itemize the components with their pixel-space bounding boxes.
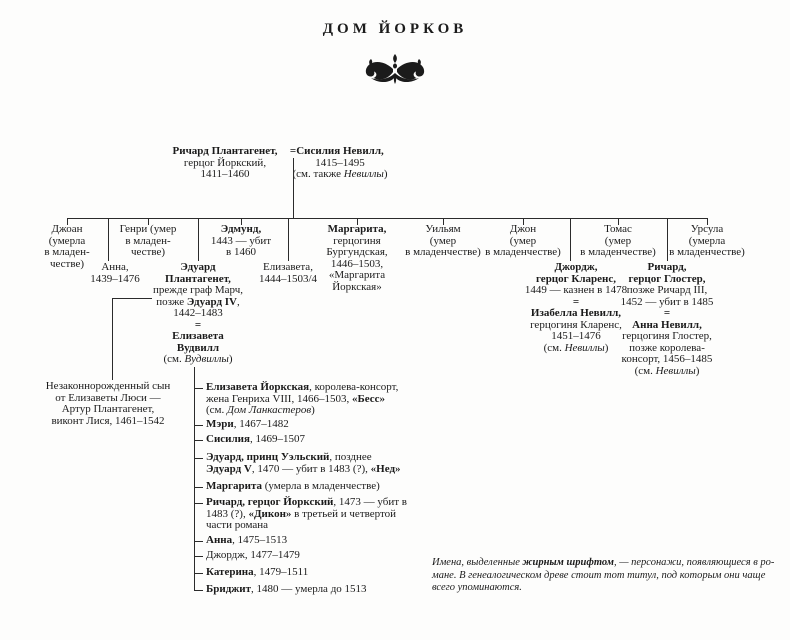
connector-tick bbox=[443, 218, 444, 225]
connector-tick bbox=[67, 218, 68, 225]
connector-tick bbox=[148, 218, 149, 225]
connector-list-tick bbox=[194, 440, 203, 441]
connector-list-tick bbox=[194, 503, 203, 504]
footnote: Имена, выделенные жирным шрифтом, — перс… bbox=[432, 557, 775, 593]
connector-drop bbox=[108, 218, 109, 261]
list-item-cecily: Сисилия, 1469–1507 bbox=[206, 433, 305, 445]
connector-tick bbox=[618, 218, 619, 225]
connector-list-tick bbox=[194, 425, 203, 426]
list-item-katherine: Катерина, 1479–1511 bbox=[206, 566, 309, 578]
list-item-mary: Мэри, 1467–1482 bbox=[206, 418, 289, 430]
connector-list-tick bbox=[194, 556, 203, 557]
page-title: ДОМ ЙОРКОВ bbox=[322, 21, 468, 37]
node-joan: Джоан (умерла в младен-честве) bbox=[44, 223, 90, 270]
node-arthur-plantagenet: Незаконнорожденный сын от Елизаветы Люси … bbox=[45, 380, 171, 427]
fleuron-ornament-icon bbox=[353, 53, 437, 92]
connector-elbow-vertical bbox=[112, 298, 113, 380]
connector-parents-drop bbox=[293, 158, 294, 218]
marriage-equals-sign: = bbox=[289, 145, 297, 157]
connector-drop bbox=[198, 218, 199, 261]
node-richard-gloucester-anne-neville: Ричард, герцог Глостер, позже Ричард III, 1… bbox=[620, 261, 714, 377]
node-margaret-of-burgundy: Маргарита, герцогиня Бургундская, 1446–1503… bbox=[326, 223, 388, 293]
connector-list-spine bbox=[194, 367, 195, 591]
list-item-edward-v: Эдуард, принц Уэльский, позднее Эдуард V,… bbox=[206, 451, 401, 475]
connector-list-tick bbox=[194, 487, 203, 488]
node-henry: Генри (умер в младен-честве) bbox=[119, 223, 177, 258]
node-cecily-neville: Сисилия Невилл, 1415–1495 (см. также Невил… bbox=[292, 145, 388, 180]
connector-elbow-horizontal bbox=[112, 298, 152, 299]
node-ursula: Урсула (умерла в младенчестве) bbox=[669, 223, 745, 258]
list-item-margaret: Маргарита (умерла в младенчестве) bbox=[206, 480, 380, 492]
node-richard-duke-of-york: Ричард Плантагенет, герцог Йоркский, 1411–… bbox=[172, 145, 278, 180]
node-edward-iv-elizabeth-woodville: Эдуард Плантагенет, прежде граф Марч, позже… bbox=[152, 261, 244, 365]
node-george-clarence-isabel-neville: Джордж, герцог Кларенс, 1449 — казнен в 14… bbox=[524, 261, 628, 354]
list-item-anne: Анна, 1475–1513 bbox=[206, 534, 288, 546]
connector-tick bbox=[523, 218, 524, 225]
connector-list-tick bbox=[194, 388, 203, 389]
connector-drop bbox=[288, 218, 289, 261]
list-item-bridget: Бриджит, 1480 — умерла до 1513 bbox=[206, 583, 367, 595]
connector-list-tick bbox=[194, 541, 203, 542]
node-john: Джон (умер в младенчестве) bbox=[485, 223, 561, 258]
connector-tick bbox=[707, 218, 708, 225]
list-item-george: Джордж, 1477–1479 bbox=[206, 549, 300, 561]
connector-tick bbox=[241, 218, 242, 225]
connector-drop bbox=[667, 218, 668, 261]
node-thomas: Томас (умер в младенчестве) bbox=[580, 223, 656, 258]
connector-list-tick bbox=[194, 458, 203, 459]
connector-sibling-line bbox=[67, 218, 708, 219]
connector-list-tick bbox=[194, 573, 203, 574]
node-edmund: Эдмунд, 1443 — убит в 1460 bbox=[210, 223, 272, 258]
connector-tick bbox=[357, 218, 358, 225]
list-item-richard-of-york: Ричард, герцог Йоркский, 1473 — убит в 14… bbox=[206, 496, 407, 531]
node-william: Уильям (умер в младенчестве) bbox=[405, 223, 481, 258]
connector-drop bbox=[570, 218, 571, 261]
node-anne-1439: Анна, 1439–1476 bbox=[90, 261, 140, 285]
connector-list-tick bbox=[194, 590, 203, 591]
list-item-elizabeth-of-york: Елизавета Йоркская, королева-консорт, жен… bbox=[206, 381, 399, 416]
node-elizabeth-1444: Елизавета, 1444–1503/4 bbox=[258, 261, 318, 285]
